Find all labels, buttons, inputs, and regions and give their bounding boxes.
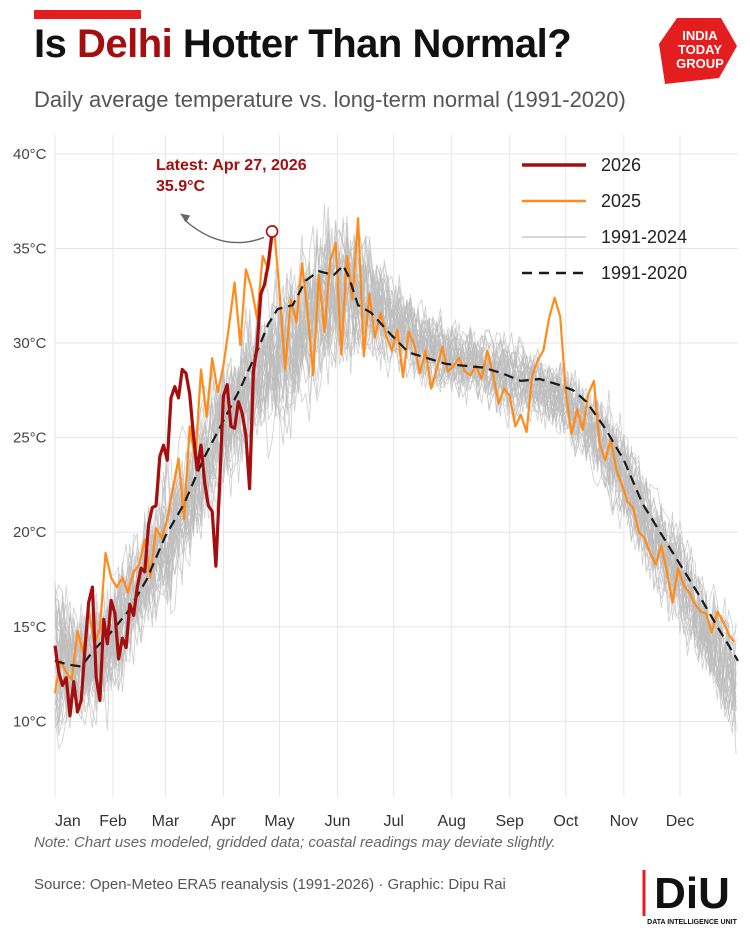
history-year-line	[54, 206, 737, 723]
temperature-chart: 10°C 15°C 20°C 25°C 30°C 35°C 40°C Jan Feb Mar Apr…	[13, 135, 739, 830]
legend-label-2026: 2026	[601, 155, 641, 175]
x-tick-label: Jul	[383, 813, 403, 830]
y-tick-label: 30°C	[13, 335, 47, 352]
annotation-line1: Latest: Apr 27, 2026	[156, 157, 307, 174]
y-tick-label: 35°C	[13, 240, 47, 257]
x-tick-label: Aug	[437, 813, 465, 830]
x-tick-label: Oct	[553, 813, 578, 830]
chart-subtitle: Daily average temperature vs. long-term …	[34, 87, 626, 112]
india-today-logo: INDIA TODAY GROUP	[659, 18, 737, 84]
title-highlight: Delhi	[76, 22, 173, 66]
annotation-line2: 35.9°C	[156, 178, 206, 195]
x-tick-label: Jun	[325, 813, 351, 830]
x-tick-label: Sep	[495, 813, 524, 830]
x-tick-label: Apr	[211, 813, 237, 830]
x-tick-label: Feb	[99, 813, 127, 830]
y-tick-label: 15°C	[13, 619, 47, 636]
y-tick-label: 10°C	[13, 713, 47, 730]
x-tick-label: Jan	[55, 813, 81, 830]
logo-line2: TODAY	[678, 42, 722, 57]
logo-line1: INDIA	[682, 28, 718, 43]
chart-title: Is Delhi Hotter Than Normal?	[34, 22, 572, 66]
annotation-arrow	[183, 218, 265, 244]
legend-label-2025: 2025	[601, 191, 641, 211]
x-tick-label: May	[264, 813, 294, 830]
latest-point-marker	[265, 225, 279, 238]
series-2026-line	[53, 231, 274, 718]
logo-line3: GROUP	[676, 56, 724, 71]
legend-label-history: 1991-2024	[601, 227, 687, 247]
y-tick-label: 40°C	[13, 146, 47, 163]
series-1991-2020-line	[54, 263, 739, 668]
x-tick-label: Mar	[152, 813, 180, 830]
diu-logo: DiU DATA INTELLIGENCE UNIT	[642, 869, 738, 926]
y-tick-label: 25°C	[13, 430, 47, 447]
chart-note: Note: Chart uses modeled, gridded data; …	[34, 834, 556, 851]
logo-mark: DiU	[654, 869, 730, 918]
history-year-line	[54, 203, 737, 734]
legend: 2026 2025 1991-2024 1991-2020	[522, 155, 687, 283]
x-tick-label: Dec	[666, 813, 694, 830]
annotation-arrowhead	[180, 213, 191, 223]
legend-label-normal: 1991-2020	[601, 263, 687, 283]
series-2025-line	[53, 217, 736, 694]
logo-shape	[659, 18, 737, 84]
x-tick-label: Nov	[610, 813, 638, 830]
accent-bar	[34, 10, 141, 19]
chart-source: Source: Open-Meteo ERA5 reanalysis (1991…	[34, 876, 506, 893]
logo-caption: DATA INTELLIGENCE UNIT	[647, 919, 737, 926]
history-year-line	[54, 262, 737, 707]
y-tick-label: 20°C	[13, 524, 47, 541]
